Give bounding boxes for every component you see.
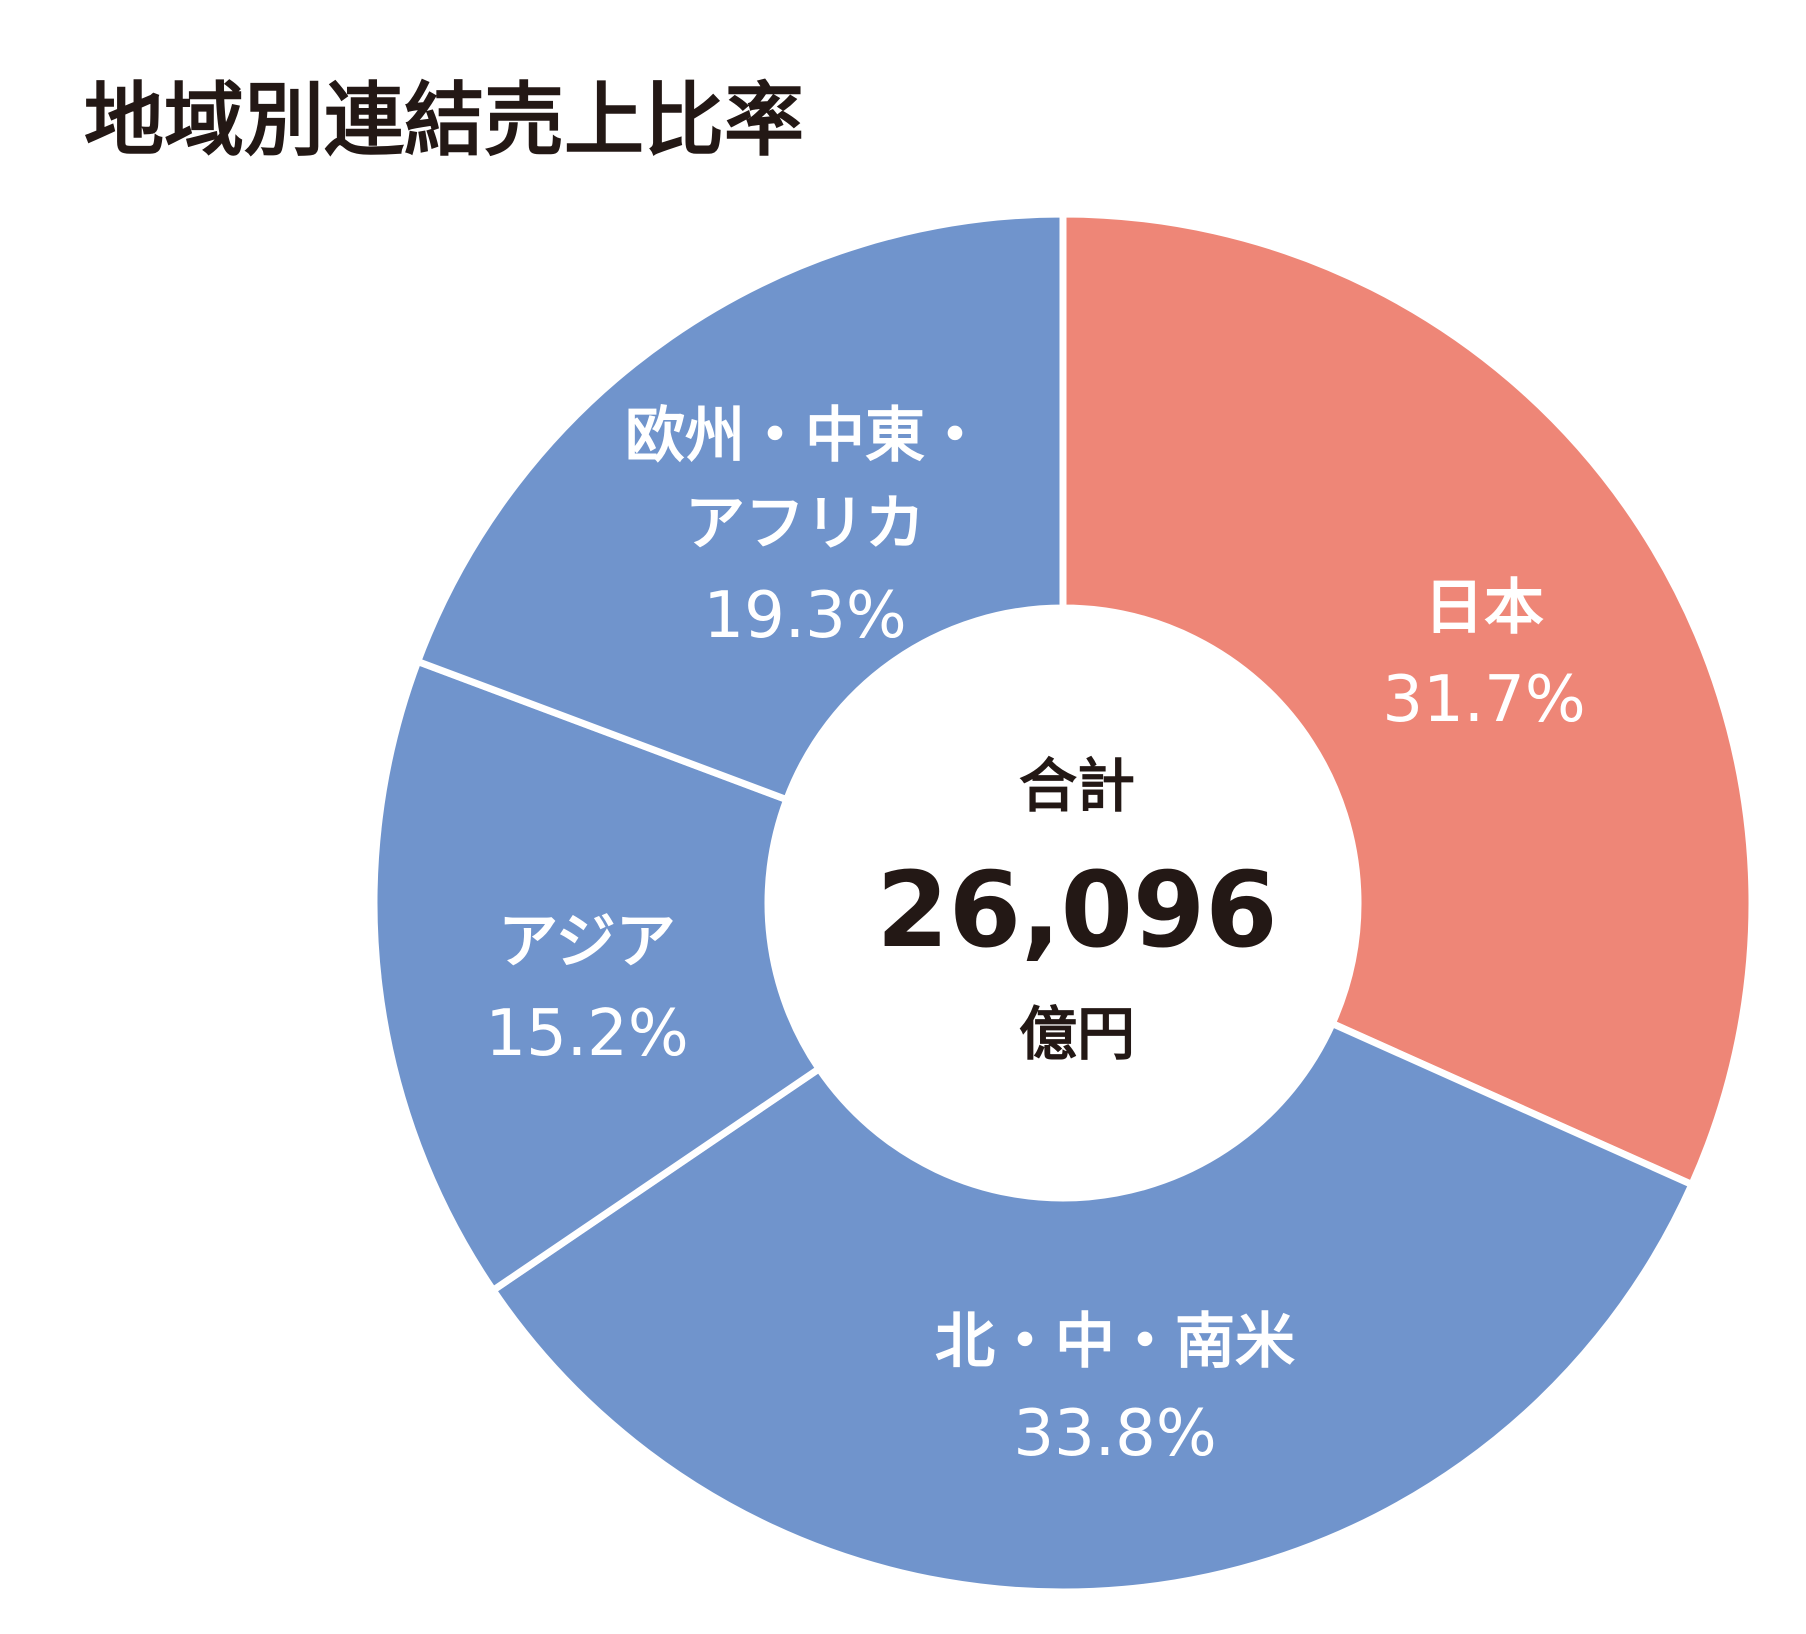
center-value: 26,096	[876, 849, 1278, 971]
slice-label: 欧州・中東・ アフリカ 19.3%	[625, 392, 985, 664]
chart-title: 地域別連結売上比率	[84, 74, 804, 167]
value-label: 19.3%	[703, 579, 907, 653]
wedge	[1059, 210, 1756, 1190]
wedge	[413, 210, 1067, 805]
value-label: 31.7%	[1382, 663, 1586, 737]
value-label: 15.2%	[485, 997, 689, 1071]
category-label: アジア	[498, 907, 676, 977]
slice-label: アジア 15.2%	[485, 898, 688, 1082]
value-label: 33.8%	[1013, 1397, 1217, 1471]
center-label: 合計 26,096 億円	[876, 726, 1277, 1094]
center-title: 合計	[1018, 752, 1136, 820]
wedge	[370, 656, 824, 1296]
slice-label: 北・中・南米 33.8%	[935, 1298, 1295, 1482]
category-label: 北・中・南米	[935, 1307, 1295, 1377]
category-label: 日本	[1424, 573, 1544, 643]
center-unit: 億円	[1018, 1000, 1136, 1068]
category-label: 欧州・中東・ アフリカ	[625, 401, 985, 559]
wedge	[488, 1018, 1697, 1596]
slice-label: 日本 31.7%	[1382, 564, 1585, 748]
